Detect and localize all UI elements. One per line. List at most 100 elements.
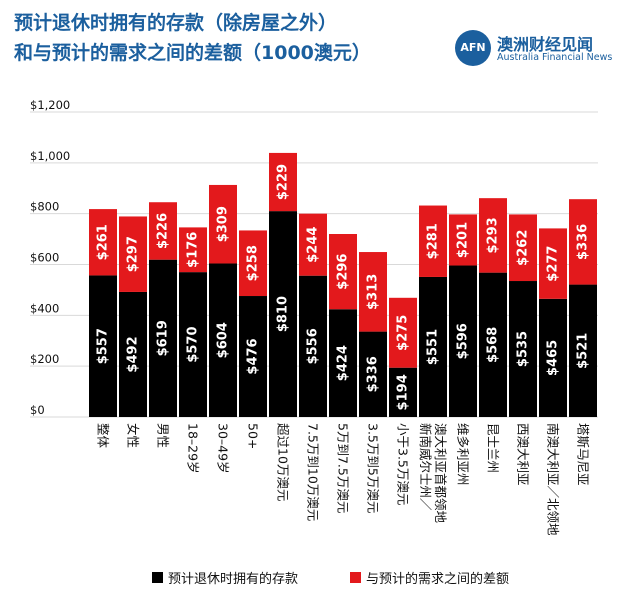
y-tick-label: $400: [30, 301, 59, 315]
value-label-saved: $194: [396, 374, 411, 410]
bar-saved: [359, 331, 387, 417]
bar-saved: [569, 284, 597, 417]
category-label: 维多利亚州: [456, 423, 471, 486]
value-label-saved: $604: [216, 322, 231, 358]
bar-gap: [119, 216, 147, 292]
y-tick-label: $0: [30, 403, 45, 417]
category-label: 昆士兰州: [486, 423, 501, 473]
category-label: 超过10万澳元: [276, 423, 291, 501]
y-tick-label: $200: [30, 352, 59, 366]
value-label-saved: $521: [576, 333, 591, 369]
value-label-saved: $465: [546, 340, 561, 376]
category-label: 7.5万到10万澳元: [306, 423, 321, 521]
value-label-gap: $176: [186, 232, 201, 268]
value-label-saved: $492: [126, 336, 141, 372]
category-label: 西澳大利亚: [516, 423, 531, 486]
bar-saved: [299, 275, 327, 417]
value-label-saved: $596: [456, 323, 471, 359]
value-label-gap: $296: [336, 254, 351, 290]
bar-saved: [419, 276, 447, 417]
bar-gap: [329, 234, 357, 310]
bar-gap: [239, 230, 267, 297]
value-label-saved: $535: [516, 331, 531, 367]
bar-gap: [539, 228, 567, 299]
value-label-gap: $244: [306, 227, 321, 263]
value-label-saved: $556: [306, 328, 321, 364]
bar-saved: [89, 275, 117, 417]
legend-label-saved: 预计退休时拥有的存款: [168, 572, 299, 587]
value-label-saved: $336: [366, 356, 381, 392]
bar-saved: [329, 309, 357, 417]
bar-saved: [389, 367, 417, 417]
bar-saved: [539, 298, 567, 417]
legend-swatch-saved: [152, 572, 163, 583]
bar-saved: [179, 272, 207, 417]
y-tick-label: $1,200: [30, 98, 70, 112]
bar-gap: [419, 205, 447, 277]
value-label-saved: $619: [156, 320, 171, 356]
value-label-gap: $293: [486, 217, 501, 253]
category-label: 男性: [156, 423, 171, 448]
y-tick-label: $1,000: [30, 149, 70, 163]
value-label-gap: $229: [276, 164, 291, 200]
title-line-2: 和与预计的需求之间的差额（1000澳元）: [14, 42, 371, 64]
legend-swatch-gap: [350, 572, 361, 583]
value-label-saved: $424: [336, 345, 351, 381]
y-tick-label: $600: [30, 251, 59, 265]
legend-item-saved: 预计退休时拥有的存款: [152, 568, 298, 587]
bar-saved: [269, 211, 297, 417]
bar-saved: [509, 281, 537, 417]
chart-legend: 预计退休时拥有的存款 与预计的需求之间的差额: [0, 568, 640, 592]
chart-title: 预计退休时拥有的存款（除房屋之外） 和与预计的需求之间的差额（1000澳元）: [14, 8, 444, 68]
value-label-saved: $476: [246, 338, 261, 374]
stacked-bar-chart: $557 $261 $492 $297 $619 $226 $570 $176 $604 $309…: [30, 98, 598, 536]
category-label: 3.5万到5万澳元: [366, 423, 381, 513]
bar-gap: [299, 213, 327, 276]
category-label: 整体: [96, 423, 111, 449]
category-label: 50+: [246, 423, 261, 449]
value-label-gap: $275: [396, 315, 411, 351]
legend-item-gap: 与预计的需求之间的差额: [350, 568, 509, 587]
bar-gap: [569, 199, 597, 285]
bar-gap: [269, 152, 297, 212]
brand: AFN 澳洲财经见闻 Australia Financial News: [455, 30, 635, 70]
value-label-gap: $226: [156, 213, 171, 249]
value-label-gap: $281: [426, 223, 441, 259]
bar-gap: [149, 202, 177, 260]
category-label: 30–49岁: [216, 423, 231, 474]
value-label-saved: $810: [276, 296, 291, 332]
bar-gap: [449, 214, 477, 266]
bar-saved: [209, 263, 237, 417]
y-tick-label: $800: [30, 200, 59, 214]
value-label-saved: $570: [186, 326, 201, 362]
bar-saved: [449, 265, 477, 417]
bar-saved: [239, 296, 267, 417]
category-label: 南澳大利亚／北领地: [546, 423, 561, 536]
category-label: 新南威尔士州／: [418, 423, 433, 511]
value-label-saved: $551: [426, 329, 441, 365]
value-label-gap: $313: [366, 274, 381, 310]
value-label-gap: $277: [546, 246, 561, 282]
bar-gap: [359, 252, 387, 332]
value-label-gap: $258: [246, 245, 261, 281]
brand-name: 澳洲财经见闻: [497, 35, 594, 54]
bar-gap: [509, 214, 537, 282]
category-label: 塔斯马尼亚: [576, 423, 591, 486]
brand-subtitle: Australia Financial News: [497, 52, 613, 63]
category-label: 5万到7.5万澳元: [336, 423, 351, 513]
bar-saved: [119, 291, 147, 417]
value-label-gap: $297: [126, 236, 141, 272]
value-label-saved: $568: [486, 327, 501, 363]
bar-saved: [479, 272, 507, 417]
value-label-saved: $557: [96, 328, 111, 364]
value-label-gap: $336: [576, 224, 591, 260]
bar-gap: [89, 209, 117, 276]
bar-gap: [209, 184, 237, 264]
title-line-1: 预计退休时拥有的存款（除房屋之外）: [14, 12, 338, 34]
category-label: 女性: [126, 423, 141, 448]
afn-logo-icon: AFN: [455, 30, 491, 66]
bar-gap: [389, 297, 417, 368]
category-label: 18–29岁: [186, 423, 201, 474]
category-label: 澳大利亚首都领地: [433, 423, 448, 524]
legend-label-gap: 与预计的需求之间的差额: [366, 572, 510, 587]
